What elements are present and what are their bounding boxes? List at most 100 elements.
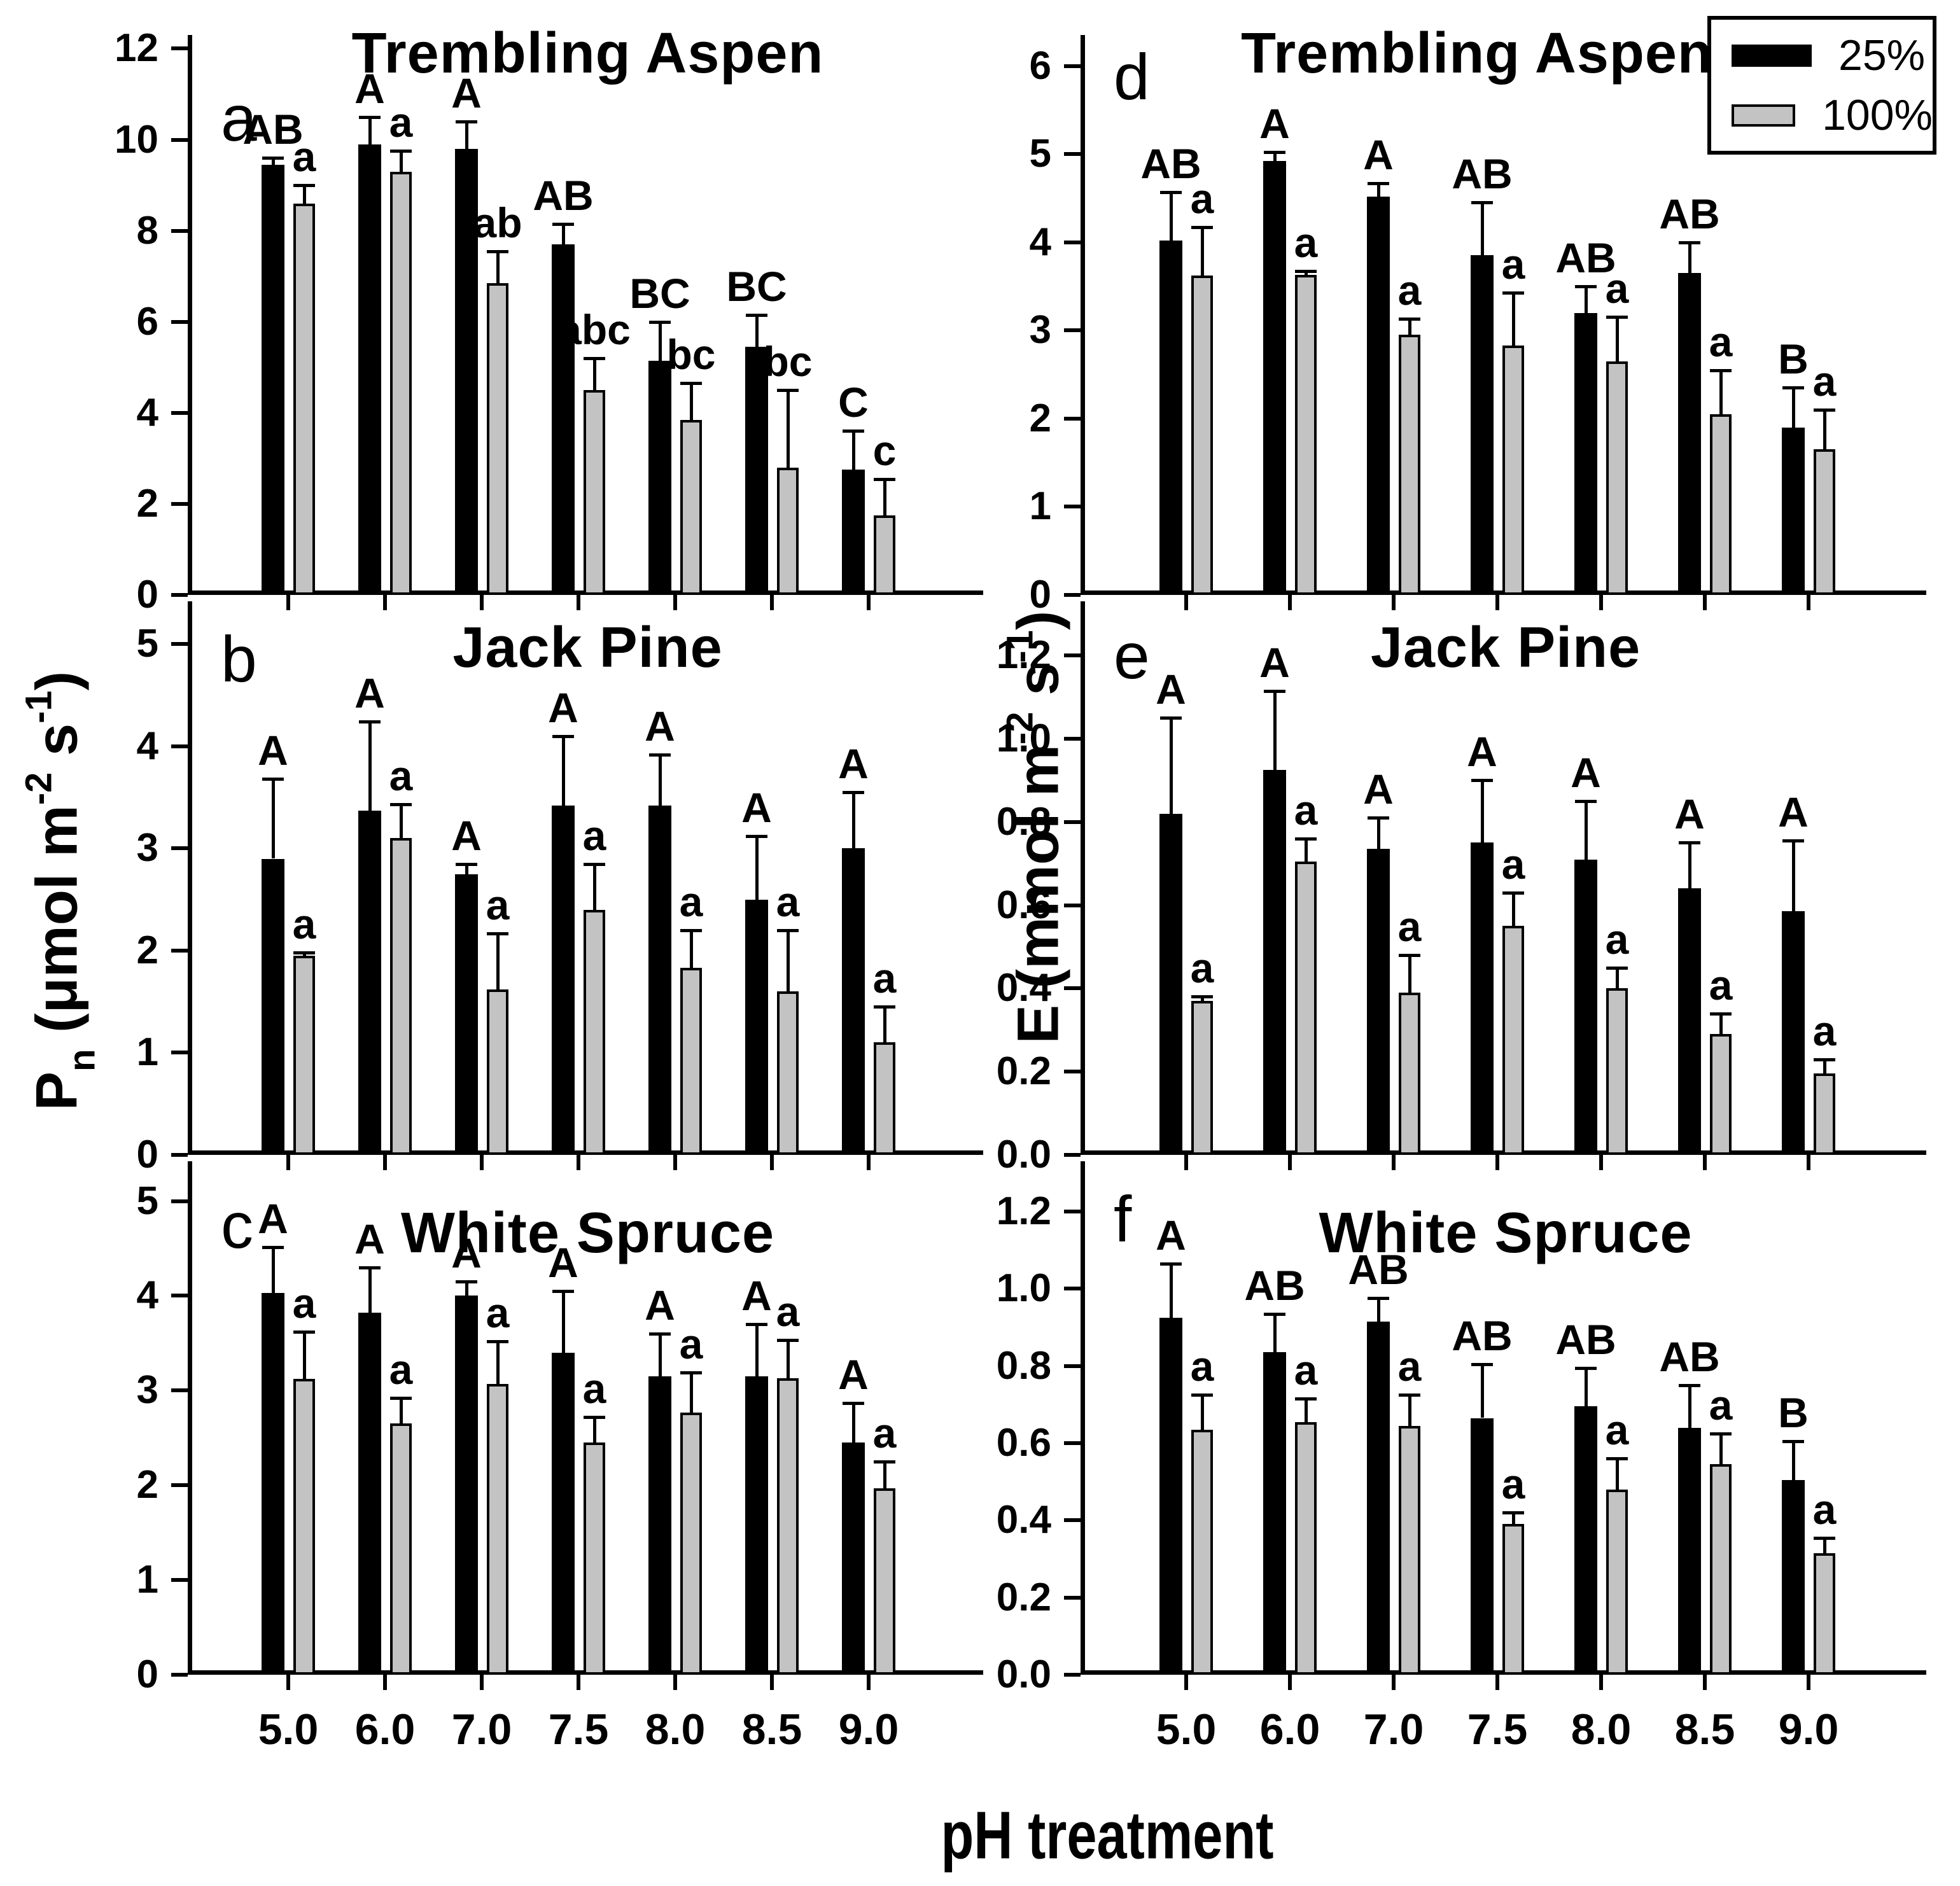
sig-letter: A — [838, 1350, 869, 1398]
y-axis-label-right: E (mmol m-2 s-1) — [999, 611, 1072, 1044]
bar-100pct — [584, 909, 605, 1155]
bar-25pct — [262, 1292, 284, 1675]
bar-100pct — [390, 1423, 412, 1675]
x-tick-label: 5.0 — [1156, 1705, 1217, 1754]
error-bar-cap — [1471, 201, 1493, 205]
x-tick-label: 6.0 — [1259, 1705, 1320, 1754]
error-bar — [1408, 1395, 1411, 1426]
y-tick-label: 0.4 — [996, 966, 1051, 1010]
bar-100pct — [584, 390, 605, 595]
error-bar — [659, 321, 662, 361]
sig-letter: a — [1709, 1381, 1733, 1428]
y-tick-label: 2 — [136, 1463, 158, 1507]
x-tick — [1184, 1155, 1188, 1170]
y-tick-label: 1 — [1029, 484, 1051, 529]
error-bar-cap — [1679, 1383, 1700, 1387]
bar-100pct — [1502, 345, 1524, 595]
y-tick — [171, 501, 188, 506]
sig-letter: a — [486, 881, 510, 928]
error-bar — [755, 315, 759, 347]
bar-100pct — [1606, 988, 1628, 1155]
y-tick-label: 6 — [1029, 43, 1051, 88]
sig-letter: c — [872, 426, 897, 474]
error-bar-cap — [680, 382, 702, 386]
error-bar — [1377, 183, 1380, 197]
error-bar — [1792, 388, 1795, 428]
y-tick — [1064, 1441, 1081, 1445]
bar-100pct — [874, 515, 895, 595]
sig-letter: A — [1778, 788, 1809, 836]
error-bar — [562, 223, 565, 245]
sig-letter: A — [741, 784, 772, 832]
panel-letter: e — [1114, 620, 1150, 692]
error-bar-cap — [777, 928, 799, 932]
x-tick — [1288, 595, 1292, 610]
bar-100pct — [1399, 1425, 1420, 1675]
error-bar-cap — [1399, 954, 1420, 957]
x-tick — [577, 1675, 580, 1690]
error-bar — [1616, 1458, 1619, 1490]
sig-letter: AB — [533, 171, 594, 219]
x-tick — [867, 1675, 871, 1690]
bar-25pct — [1263, 161, 1286, 595]
error-bar — [1616, 967, 1619, 989]
error-bar — [1512, 1512, 1515, 1525]
y-tick — [171, 744, 188, 748]
sig-letter: a — [1605, 1406, 1629, 1454]
bar-100pct — [1814, 449, 1835, 595]
x-tick — [1392, 1675, 1396, 1690]
x-tick — [480, 595, 484, 610]
sig-letter: a — [776, 1288, 800, 1336]
y-tick — [171, 228, 188, 233]
y-tick — [171, 948, 188, 953]
x-tick — [1703, 1675, 1707, 1690]
x-tick-label: 9.0 — [1778, 1705, 1839, 1754]
bar-100pct — [1191, 1000, 1213, 1155]
bar-25pct — [1782, 427, 1805, 595]
sig-letter: A — [1571, 748, 1601, 796]
sig-letter: A — [548, 683, 578, 731]
y-tick-label: 1 — [136, 1030, 158, 1075]
error-bar — [272, 1247, 275, 1293]
error-bar-cap — [293, 951, 315, 955]
x-tick — [1599, 1155, 1603, 1170]
error-bar-cap — [487, 1339, 508, 1343]
error-bar — [1408, 955, 1411, 993]
bar-100pct — [390, 171, 412, 595]
y-right-unit: E (mmol m — [1005, 744, 1071, 1044]
x-tick — [1807, 1155, 1810, 1170]
y-tick-label: 10 — [115, 117, 158, 162]
error-bar-cap — [1191, 1394, 1213, 1397]
bar-100pct — [390, 838, 412, 1155]
bar-25pct — [1263, 1352, 1286, 1675]
error-bar — [852, 792, 855, 849]
sig-letter: a — [1190, 1343, 1214, 1390]
bar-25pct — [455, 148, 478, 595]
error-bar — [1616, 317, 1619, 361]
y-tick-label: 0.2 — [996, 1049, 1051, 1094]
sig-letter: A — [1363, 130, 1394, 178]
error-bar — [1481, 780, 1484, 843]
bar-25pct — [648, 360, 671, 595]
error-bar-cap — [680, 928, 702, 932]
sig-letter: A — [645, 702, 675, 750]
error-bar — [1201, 996, 1204, 1001]
y-tick-label: 1.2 — [996, 1189, 1051, 1233]
y-axis — [188, 35, 192, 595]
error-bar — [755, 1324, 759, 1376]
error-bar — [303, 1332, 306, 1380]
error-bar-cap — [746, 835, 767, 839]
bar-25pct — [552, 806, 575, 1155]
error-bar-cap — [1264, 689, 1285, 693]
x-tick — [383, 595, 387, 610]
bar-25pct — [1574, 312, 1597, 595]
bar-100pct — [680, 968, 702, 1155]
bar-25pct — [1471, 1418, 1494, 1675]
legend-label-100: 100% — [1822, 91, 1933, 139]
error-bar-cap — [262, 157, 284, 160]
error-bar — [1823, 1537, 1826, 1553]
y-tick-label: 0.6 — [996, 883, 1051, 927]
sig-letter: a — [1397, 1343, 1422, 1390]
error-bar-cap — [584, 862, 605, 866]
